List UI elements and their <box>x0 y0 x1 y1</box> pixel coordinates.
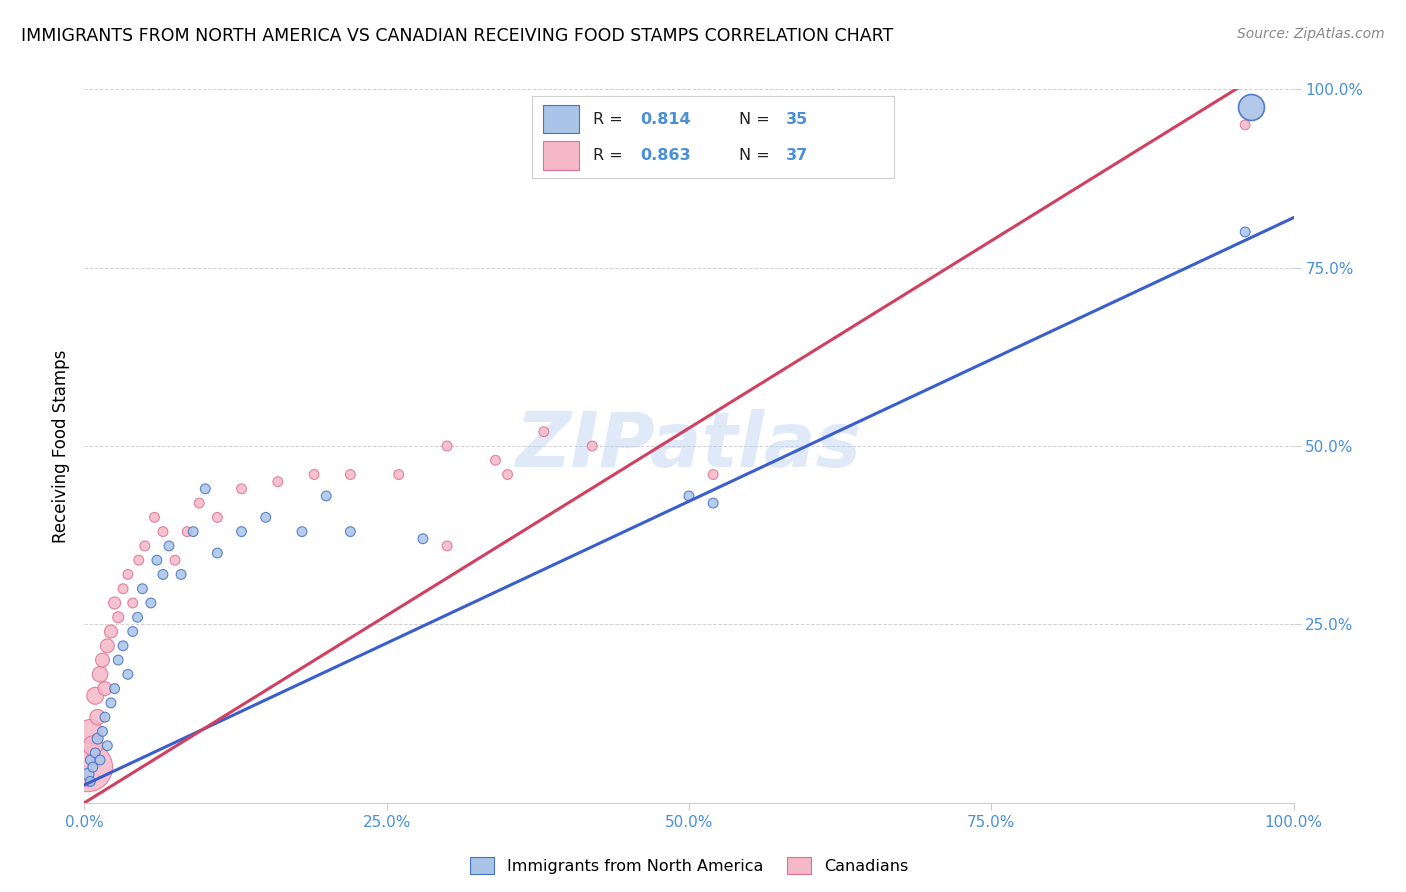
Point <box>231 482 253 496</box>
Point <box>79 753 101 767</box>
Point <box>82 760 104 774</box>
Point <box>128 553 150 567</box>
Point <box>112 582 135 596</box>
Text: ZIPatlas: ZIPatlas <box>516 409 862 483</box>
Point <box>86 731 108 746</box>
Point <box>315 489 337 503</box>
Point <box>94 681 117 696</box>
Point <box>152 524 174 539</box>
Point <box>84 689 107 703</box>
Point <box>107 653 129 667</box>
Point <box>117 667 139 681</box>
Point <box>1240 100 1263 114</box>
Point <box>121 624 143 639</box>
Point <box>181 524 204 539</box>
Point <box>100 696 122 710</box>
Point <box>533 425 555 439</box>
Point <box>89 667 111 681</box>
Point <box>412 532 434 546</box>
Point <box>702 467 724 482</box>
Point <box>112 639 135 653</box>
Point <box>339 467 361 482</box>
Point <box>146 553 169 567</box>
Point <box>702 496 724 510</box>
Point <box>291 524 314 539</box>
Y-axis label: Receiving Food Stamps: Receiving Food Stamps <box>52 350 70 542</box>
Point <box>339 524 361 539</box>
Point <box>207 546 229 560</box>
Text: IMMIGRANTS FROM NORTH AMERICA VS CANADIAN RECEIVING FOOD STAMPS CORRELATION CHAR: IMMIGRANTS FROM NORTH AMERICA VS CANADIA… <box>21 27 893 45</box>
Point <box>581 439 603 453</box>
Point <box>267 475 290 489</box>
Point <box>302 467 325 482</box>
Point <box>484 453 506 467</box>
Point <box>96 639 118 653</box>
Point <box>84 746 107 760</box>
Point <box>91 724 114 739</box>
Point <box>436 439 458 453</box>
Point <box>170 567 193 582</box>
Point <box>388 467 411 482</box>
Point <box>496 467 519 482</box>
Point <box>104 681 127 696</box>
Point <box>79 774 101 789</box>
Point <box>107 610 129 624</box>
Point <box>188 496 211 510</box>
Point <box>134 539 156 553</box>
Point <box>77 767 100 781</box>
Point <box>91 653 114 667</box>
Point <box>94 710 117 724</box>
Point <box>117 567 139 582</box>
Point <box>254 510 277 524</box>
Point <box>79 724 101 739</box>
Point <box>1234 225 1257 239</box>
Point <box>139 596 162 610</box>
Point <box>89 753 111 767</box>
Point <box>104 596 127 610</box>
Point <box>82 739 104 753</box>
Point <box>436 539 458 553</box>
Point <box>77 774 100 789</box>
Point <box>163 553 186 567</box>
Point <box>194 482 217 496</box>
Point <box>121 596 143 610</box>
Point <box>100 624 122 639</box>
Point <box>176 524 198 539</box>
Point <box>231 524 253 539</box>
Point <box>157 539 180 553</box>
Point <box>152 567 174 582</box>
Point <box>77 760 100 774</box>
Point <box>143 510 166 524</box>
Text: Source: ZipAtlas.com: Source: ZipAtlas.com <box>1237 27 1385 41</box>
Point <box>127 610 149 624</box>
Point <box>131 582 153 596</box>
Point <box>86 710 108 724</box>
Point <box>207 510 229 524</box>
Legend: Immigrants from North America, Canadians: Immigrants from North America, Canadians <box>464 851 914 880</box>
Point <box>678 489 700 503</box>
Point <box>96 739 118 753</box>
Point <box>1234 118 1257 132</box>
